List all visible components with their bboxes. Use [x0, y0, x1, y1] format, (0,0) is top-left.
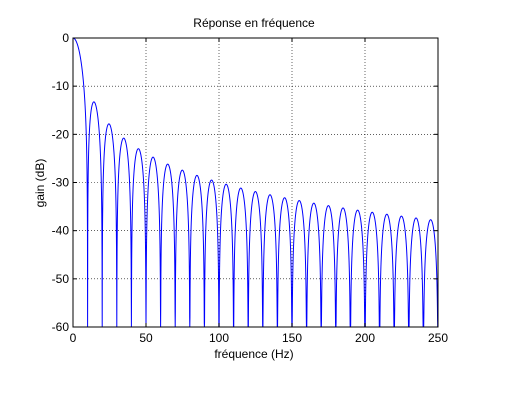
y-tick-label: -50: [52, 272, 70, 286]
gain-curve: [72, 37, 439, 328]
y-tick-label: -60: [52, 320, 70, 334]
x-tick-label: 250: [428, 331, 448, 345]
y-tick-label: -30: [52, 176, 70, 190]
y-axis-label: gain (dB): [33, 159, 47, 208]
y-tick-label: 0: [62, 31, 69, 45]
y-tick-label: -40: [52, 224, 70, 238]
y-tick-label: -20: [52, 127, 70, 141]
plot-area: 0 50 100 150 200 250 0 -10 -20 -30 -40 -50 -60: [52, 31, 449, 345]
y-tick-label: -10: [52, 79, 70, 93]
x-tick-label: 0: [70, 331, 77, 345]
x-tick-label: 50: [139, 331, 153, 345]
x-tick-label: 200: [355, 331, 375, 345]
x-axis-label: fréquence (Hz): [214, 347, 293, 361]
x-tick-label: 150: [282, 331, 302, 345]
chart-title: Réponse en fréquence: [193, 16, 315, 30]
x-tick-label: 100: [209, 331, 229, 345]
